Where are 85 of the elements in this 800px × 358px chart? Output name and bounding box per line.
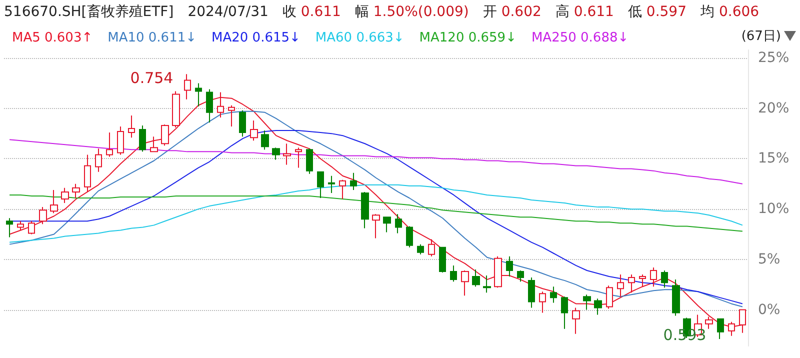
text: 均 0.606 [700, 4, 760, 20]
candlestick [6, 218, 13, 238]
candlestick [283, 143, 291, 166]
candlestick [494, 256, 502, 288]
candlestick [583, 294, 591, 310]
candlestick [661, 270, 668, 288]
candlestick [439, 246, 446, 274]
candlestick [239, 110, 246, 138]
candlestick [639, 274, 646, 288]
candlestick [561, 296, 568, 330]
candlestick [428, 238, 435, 257]
candlestick [472, 268, 480, 288]
candlestick [717, 318, 724, 340]
candlestick [361, 191, 369, 229]
candlestick [450, 264, 457, 282]
candlestick [339, 179, 346, 200]
candlestick [72, 183, 80, 198]
y-tick-label: 5% [758, 251, 780, 268]
candlestick [617, 274, 624, 298]
candlestick [406, 226, 413, 248]
candlestick [628, 274, 635, 294]
candlestick [161, 124, 169, 146]
candlestick [150, 136, 158, 152]
candlestick [483, 275, 491, 294]
candlestick [206, 88, 213, 123]
candlestick [184, 74, 191, 100]
candlestick [195, 82, 202, 107]
text: MA250 0.688↓ [531, 30, 629, 46]
y-tick-label: 20% [758, 100, 790, 116]
candlestick [117, 126, 124, 156]
candlestick [17, 220, 24, 231]
candlestick [517, 270, 524, 282]
y-tick-label: 15% [758, 150, 790, 167]
text: MA5 0.603↑ [12, 30, 93, 46]
text: 收 0.611 [282, 4, 341, 20]
candlestick [372, 214, 380, 239]
candlestick [295, 147, 302, 168]
chart-title: 516670.SH[畜牧养殖ETF] [4, 3, 174, 21]
candlestick [506, 256, 513, 278]
candlestick [328, 175, 335, 194]
text: MA120 0.659↓ [419, 30, 516, 46]
candlestick [95, 148, 102, 172]
text: 低 0.597 [628, 4, 687, 20]
candlestick [317, 171, 324, 198]
candlestick [28, 220, 35, 235]
candlestick [84, 154, 91, 192]
candlestick [572, 307, 580, 334]
chart-subtitle: 2024/07/31 [188, 4, 268, 20]
text: MA20 0.615↓ [212, 30, 300, 46]
candlestick [261, 130, 269, 150]
line-series [9, 194, 743, 232]
candlestick [50, 189, 58, 214]
y-tick-label: 0% [758, 302, 780, 318]
annotation: 0.754 [130, 69, 174, 88]
text: MA10 0.611↓ [108, 30, 197, 46]
candlestick [528, 277, 535, 308]
line-series [9, 184, 743, 243]
y-tick-label: 25% [758, 50, 790, 66]
candlestick [594, 298, 602, 316]
candlestick [61, 187, 69, 204]
candlestick [272, 147, 280, 160]
text: MA60 0.663↓ [315, 30, 404, 46]
candlestick [128, 114, 135, 138]
candlestick [350, 172, 357, 190]
candlestick [106, 132, 113, 158]
candlestick [139, 125, 146, 152]
candlestick [306, 148, 313, 174]
text: (67日) [741, 28, 781, 45]
line-series [9, 139, 743, 184]
candlestick [606, 285, 613, 310]
text: 开 0.602 [482, 4, 542, 20]
y-tick-label: 10% [758, 201, 790, 218]
candlestick [228, 104, 235, 128]
text: 幅 1.50%(0.009) [354, 4, 469, 20]
text: 高 0.611 [555, 4, 614, 20]
candlestick [550, 286, 557, 304]
candlestick [395, 214, 402, 234]
candlestick [650, 266, 657, 288]
candlestick [39, 206, 47, 225]
candlestick [672, 279, 680, 316]
candlestick [383, 216, 391, 233]
candlestick [539, 291, 546, 314]
candlestick [417, 244, 424, 255]
candlestick [250, 120, 258, 142]
candlestick [461, 270, 469, 296]
